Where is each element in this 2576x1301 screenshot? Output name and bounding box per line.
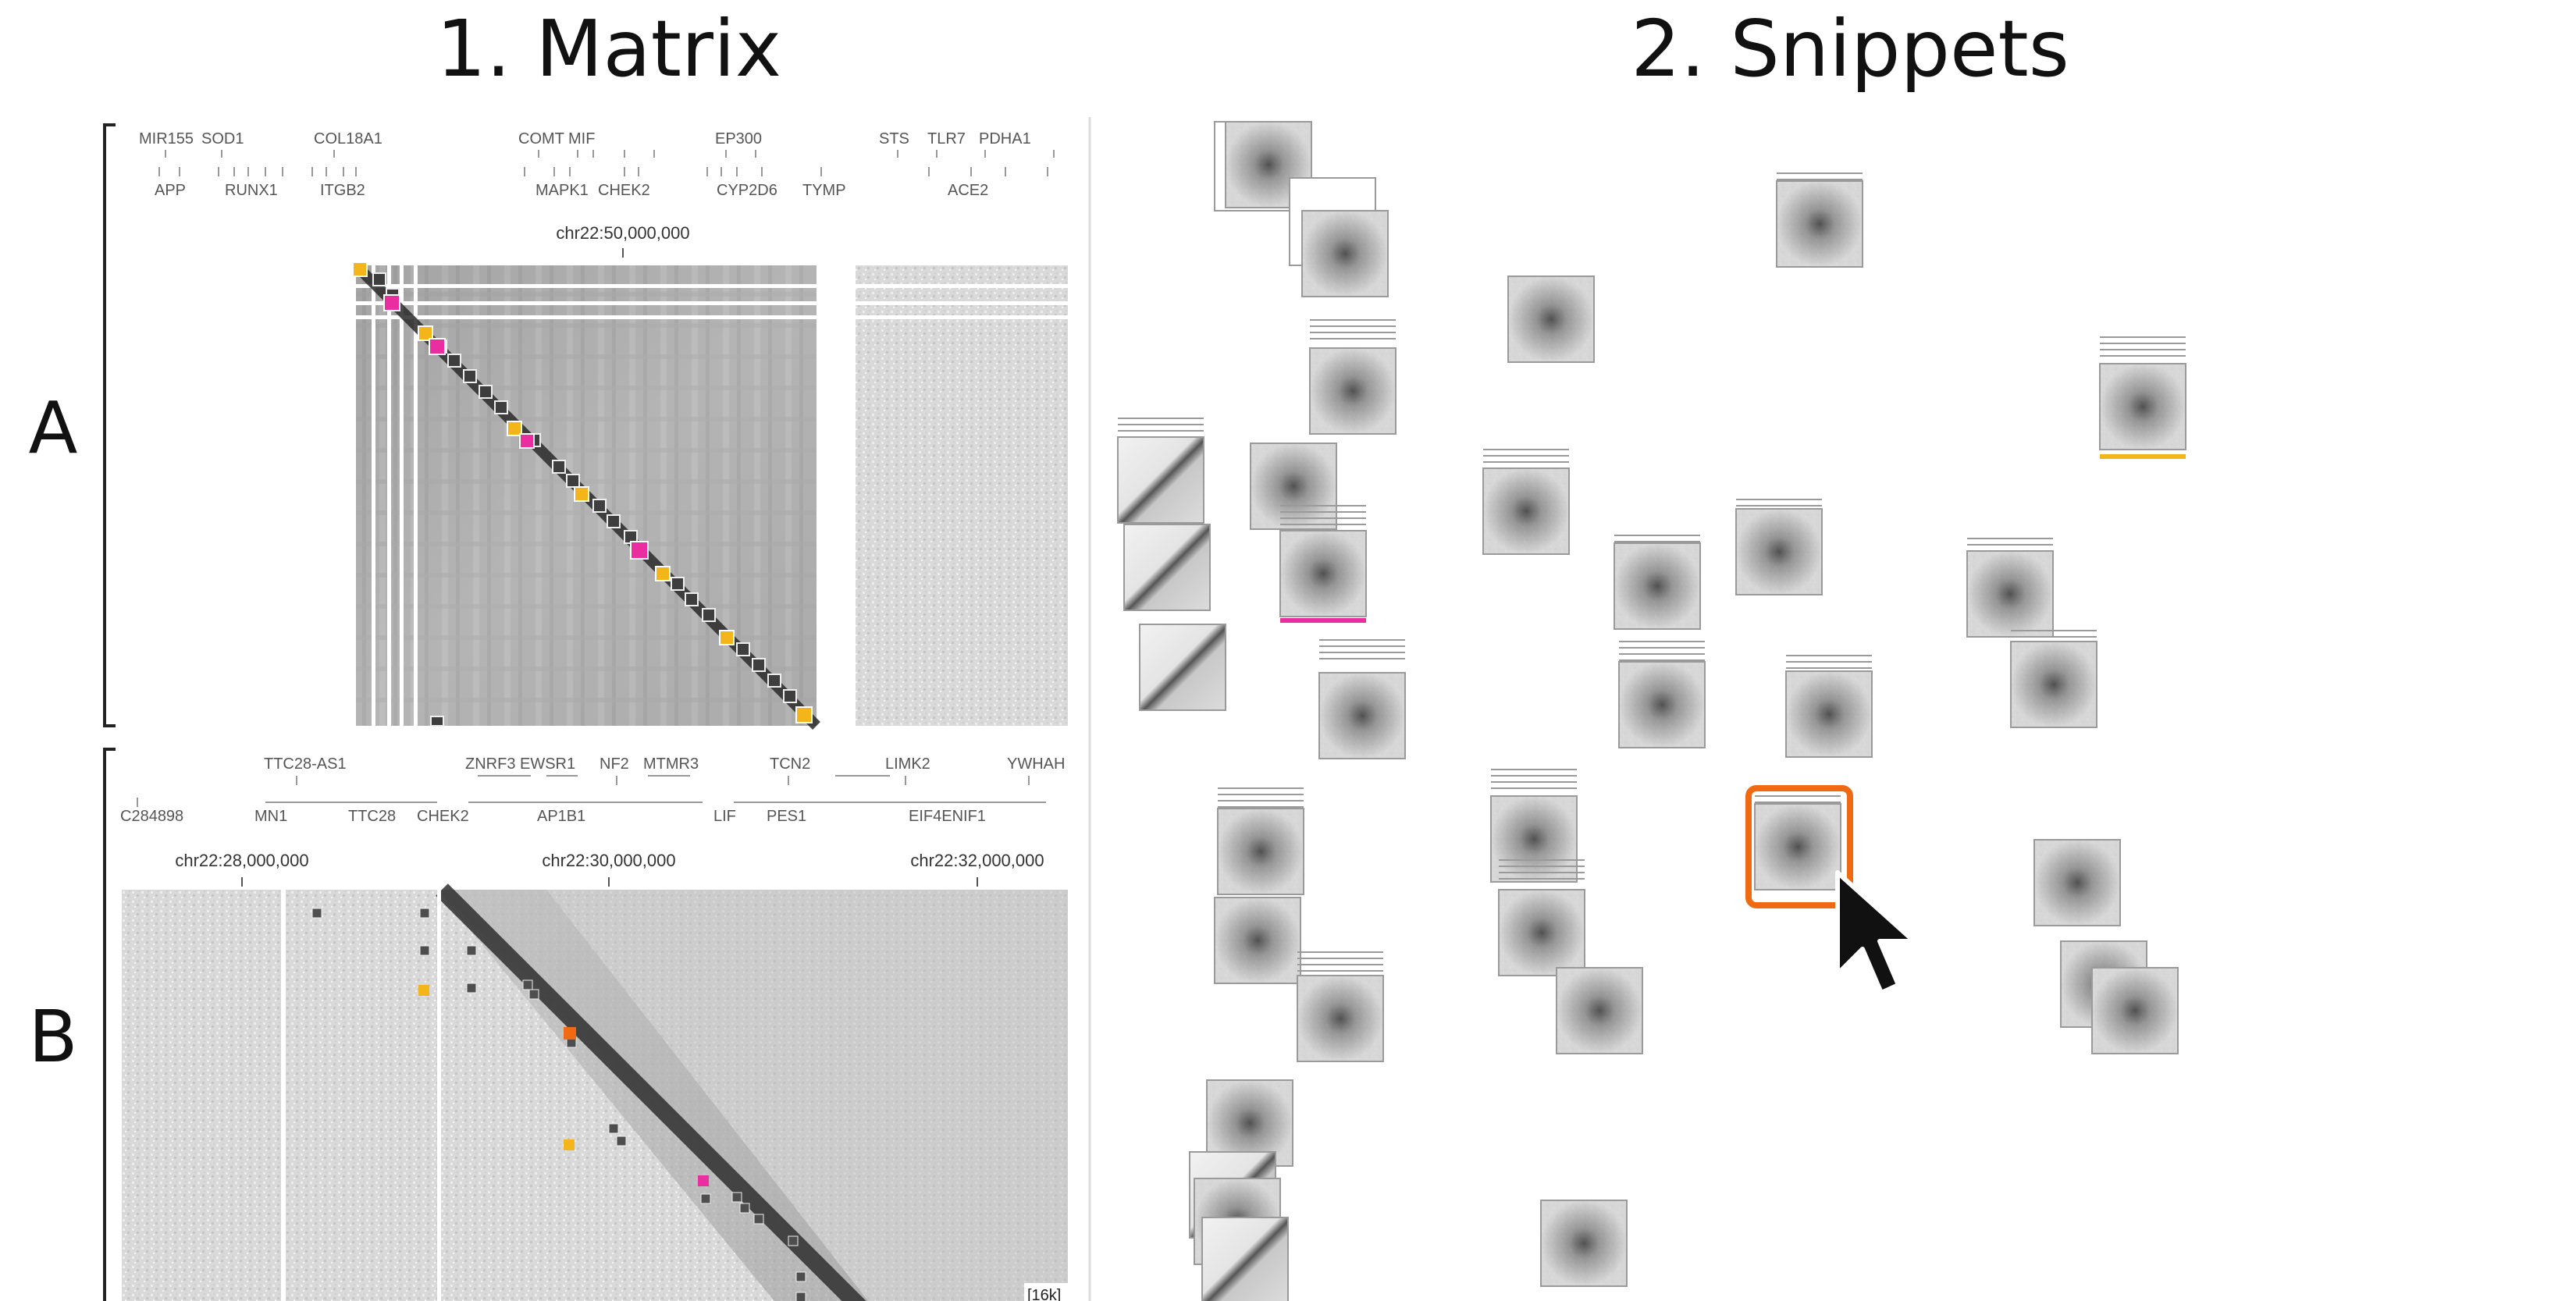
- coordinate-label: chr22:50,000,000: [556, 223, 689, 243]
- gene-label: AP1B1: [537, 808, 585, 825]
- snippet-group[interactable]: [1507, 275, 1595, 363]
- panel-a-heatmap[interactable]: [352, 261, 1068, 730]
- gene-label: TLR7: [927, 130, 966, 148]
- snippet-selected[interactable]: [1745, 785, 1853, 908]
- gene-label: SOD1: [201, 130, 244, 148]
- snippet-group[interactable]: [1490, 769, 1643, 1054]
- gene-label: STS: [879, 130, 909, 148]
- snippet-group[interactable]: [1540, 1200, 1628, 1287]
- snippet-group[interactable]: [1214, 121, 1389, 297]
- snippet-group[interactable]: [1735, 499, 1823, 595]
- coordinate-label: chr22:28,000,000: [175, 851, 308, 870]
- snippet-group[interactable]: [2033, 839, 2121, 926]
- bracket-b: [103, 748, 116, 1301]
- snippet-group[interactable]: [1966, 538, 2097, 728]
- gene-label: CHEK2: [417, 808, 469, 825]
- snippet-group[interactable]: [2099, 336, 2186, 459]
- gene-label: TCN2: [770, 755, 810, 773]
- gene-label: ITGB2: [320, 182, 365, 199]
- snippet-group[interactable]: [2060, 940, 2179, 1054]
- snippet-group[interactable]: [1482, 449, 1570, 555]
- gene-label: LIF: [713, 808, 736, 825]
- snippet-group[interactable]: [1250, 443, 1367, 623]
- gene-label: RUNX1: [225, 182, 278, 199]
- snippet-group[interactable]: [1214, 787, 1384, 1062]
- gene-label: EIF4ENIF1: [909, 808, 986, 825]
- gene-label: MIR155: [139, 130, 194, 148]
- gene-label: MTMR3: [643, 755, 699, 773]
- gene-label: MN1: [254, 808, 287, 825]
- gene-label: COMT: [518, 130, 564, 148]
- snippets-heading: 2. Snippets: [1631, 3, 2069, 94]
- snippet-group[interactable]: [1318, 639, 1406, 759]
- gene-label: CYP2D6: [717, 182, 777, 199]
- gene-label: ACE2: [948, 182, 988, 199]
- gene-label: TTC28-AS1: [264, 755, 347, 773]
- gene-label: C284898: [120, 808, 183, 825]
- gene-label: TYMP: [802, 182, 846, 199]
- snippet-group[interactable]: [1189, 1079, 1293, 1301]
- snippet-group[interactable]: [1117, 418, 1226, 711]
- gene-label: CHEK2: [598, 182, 650, 199]
- gene-label: TTC28: [348, 808, 396, 825]
- panel-a-gene-track: MIR155 SOD1 COL18A1 COMT MIF EP300 STS T…: [139, 130, 1055, 199]
- gene-label: MIF: [568, 130, 595, 148]
- gene-label: NF2: [600, 755, 629, 773]
- gene-label: ZNRF3: [465, 755, 515, 773]
- zoom-level-label: [16k]: [1027, 1287, 1061, 1301]
- coordinate-ticks: [241, 877, 978, 887]
- gene-label: EWSR1: [520, 755, 575, 773]
- gene-label: APP: [155, 182, 186, 199]
- coordinate-label: chr22:32,000,000: [910, 851, 1044, 870]
- gene-label: YWHAH: [1007, 755, 1065, 773]
- gene-label: LIMK2: [885, 755, 930, 773]
- gene-label: MAPK1: [535, 182, 589, 199]
- bracket-a: [103, 123, 116, 727]
- snippet-group[interactable]: [1309, 319, 1397, 435]
- panel-b-gene-track: TTC28-AS1 ZNRF3 EWSR1 NF2 MTMR3 TCN2 LIM…: [120, 755, 1065, 825]
- gene-label: EP300: [715, 130, 762, 148]
- arrow-cursor-icon: [1835, 870, 1916, 995]
- row-label-a: A: [29, 386, 78, 470]
- snippet-group[interactable]: [1776, 172, 1863, 268]
- gene-label: PDHA1: [979, 130, 1031, 148]
- snippet-group[interactable]: [1785, 655, 1873, 758]
- snippets-canvas[interactable]: [1117, 121, 2186, 1301]
- snippet-group[interactable]: [1618, 641, 1706, 748]
- gene-label: PES1: [767, 808, 806, 825]
- row-label-b: B: [28, 995, 77, 1079]
- snippet-group[interactable]: [1614, 535, 1701, 630]
- coordinate-label: chr22:30,000,000: [542, 851, 675, 870]
- matrix-heading: 1. Matrix: [436, 3, 781, 94]
- gene-label: COL18A1: [314, 130, 382, 148]
- panel-b-heatmap[interactable]: [16k]: [122, 883, 1068, 1301]
